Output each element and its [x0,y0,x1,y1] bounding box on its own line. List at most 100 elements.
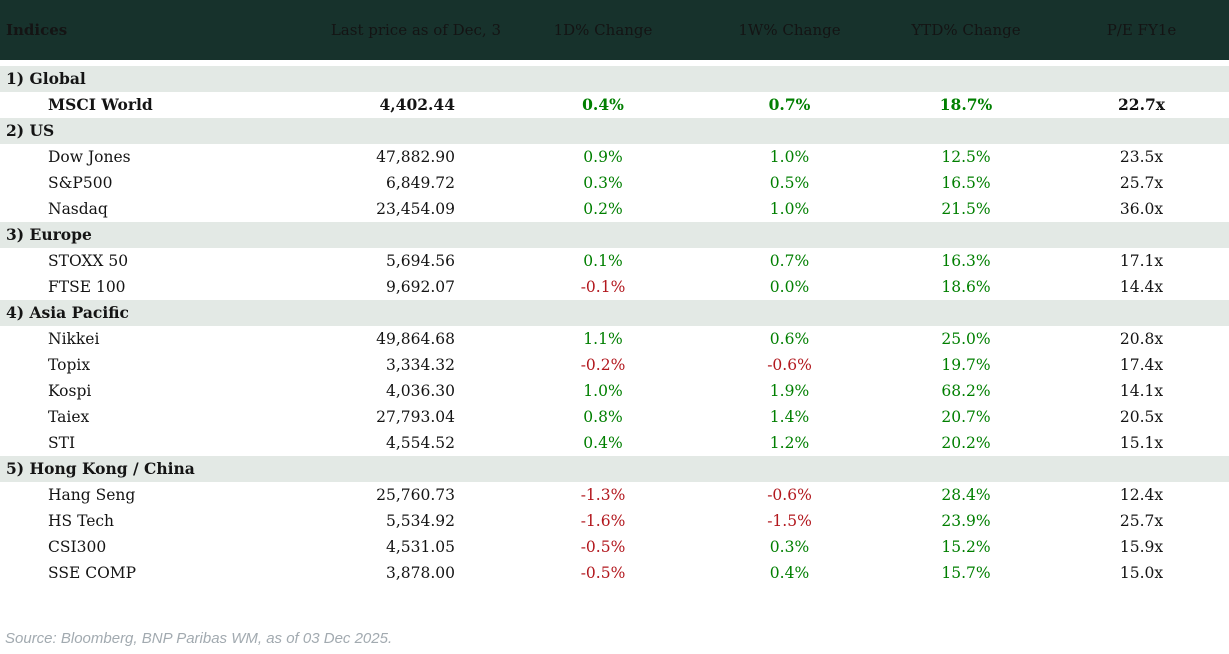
pe-ratio: 20.5x [1119,408,1164,426]
1d-change: 0.8% [583,408,623,426]
index-row: CSI300 4,531.05 -0.5% 0.3% 15.2% 15.9x [0,534,1229,560]
1w-change: 1.4% [769,408,810,426]
col-header-1w-change: 1W% Change [738,21,841,39]
index-name: Hang Seng [48,486,136,504]
table-body: 1) Global MSCI World 4,402.44 0.4% 0.7% 18.7%… [0,66,1229,586]
index-name: SSE COMP [48,564,137,582]
section-label: 2) US [6,121,55,140]
1d-change: 0.3% [583,174,623,192]
1d-change: 0.1% [583,252,623,270]
last-price: 4,531.05 [385,538,455,556]
1d-change: 0.9% [583,148,623,166]
ytd-change: 15.7% [941,564,991,582]
1w-change: -0.6% [767,486,812,504]
last-price: 6,849.72 [385,174,455,192]
1w-change: 1.0% [769,148,810,166]
pe-ratio: 14.1x [1119,382,1164,400]
1w-change: 0.7% [769,252,810,270]
pe-ratio: 15.0x [1119,564,1164,582]
index-row: HS Tech 5,534.92 -1.6% -1.5% 23.9% 25.7x [0,508,1229,534]
last-price: 4,554.52 [385,434,455,452]
last-price: 4,036.30 [385,382,455,400]
ytd-change: 68.2% [941,382,991,400]
pe-ratio: 23.5x [1119,148,1164,166]
1w-change: 0.0% [769,278,810,296]
section-row: 5) Hong Kong / China [0,456,1229,482]
header-divider [0,60,1229,66]
1d-change: -0.2% [580,356,626,374]
last-price: 9,692.07 [385,278,455,296]
1w-change: 0.5% [769,174,810,192]
index-row: MSCI World 4,402.44 0.4% 0.7% 18.7% 22.7x [0,92,1229,118]
1d-change: -0.5% [580,538,626,556]
section-label: 3) Europe [6,225,92,244]
index-name: MSCI World [48,95,153,114]
index-row: Nikkei 49,864.68 1.1% 0.6% 25.0% 20.8x [0,326,1229,352]
index-row: Taiex 27,793.04 0.8% 1.4% 20.7% 20.5x [0,404,1229,430]
ytd-change: 25.0% [941,330,991,348]
last-price: 5,694.56 [385,252,455,270]
1d-change: 0.2% [583,200,623,218]
pe-ratio: 36.0x [1119,200,1164,218]
1d-change: -0.5% [580,564,626,582]
index-name: STOXX 50 [48,252,129,270]
index-name: Nasdaq [48,200,108,218]
last-price: 3,878.00 [385,564,455,582]
ytd-change: 20.7% [941,408,991,426]
index-row: FTSE 100 9,692.07 -0.1% 0.0% 18.6% 14.4x [0,274,1229,300]
index-name: Kospi [48,382,92,400]
1d-change: -1.3% [580,486,626,504]
1d-change: -1.6% [580,512,626,530]
col-header-1d-change: 1D% Change [553,21,653,39]
pe-ratio: 17.4x [1119,356,1164,374]
index-row: SSE COMP 3,878.00 -0.5% 0.4% 15.7% 15.0x [0,560,1229,586]
index-row: Hang Seng 25,760.73 -1.3% -0.6% 28.4% 12.4x [0,482,1229,508]
last-price: 27,793.04 [376,408,455,426]
pe-ratio: 12.4x [1119,486,1164,504]
ytd-change: 28.4% [941,486,991,504]
index-name: FTSE 100 [48,278,126,296]
index-row: S&P500 6,849.72 0.3% 0.5% 16.5% 25.7x [0,170,1229,196]
pe-ratio: 22.7x [1118,95,1165,114]
ytd-change: 16.3% [941,252,991,270]
1w-change: 1.9% [769,382,810,400]
index-row: Topix 3,334.32 -0.2% -0.6% 19.7% 17.4x [0,352,1229,378]
col-header-last-price: Last price as of Dec, 3 [330,21,501,39]
ytd-change: 20.2% [941,434,991,452]
index-row: STOXX 50 5,694.56 0.1% 0.7% 16.3% 17.1x [0,248,1229,274]
index-name: Dow Jones [48,148,131,166]
1d-change: 0.4% [583,434,623,452]
1w-change: 0.7% [768,95,811,114]
1w-change: -1.5% [767,512,812,530]
pe-ratio: 15.9x [1119,538,1164,556]
page-title: Indices [6,21,68,39]
ytd-change: 18.7% [939,95,993,114]
ytd-change: 21.5% [941,200,991,218]
1d-change: 1.1% [583,330,623,348]
section-row: 2) US [0,118,1229,144]
1w-change: 1.0% [769,200,810,218]
1w-change: 0.3% [769,538,810,556]
index-name: Topix [48,356,91,374]
index-name: Taiex [48,408,90,426]
last-price: 23,454.09 [376,200,455,218]
pe-ratio: 17.1x [1119,252,1164,270]
ytd-change: 18.6% [941,278,991,296]
last-price: 25,760.73 [376,486,455,504]
index-row: Nasdaq 23,454.09 0.2% 1.0% 21.5% 36.0x [0,196,1229,222]
1d-change: 0.4% [582,95,624,114]
1w-change: -0.6% [767,356,812,374]
last-price: 5,534.92 [385,512,455,530]
1w-change: 1.2% [769,434,810,452]
ytd-change: 19.7% [941,356,991,374]
last-price: 4,402.44 [379,95,455,114]
index-row: STI 4,554.52 0.4% 1.2% 20.2% 15.1x [0,430,1229,456]
last-price: 47,882.90 [376,148,455,166]
index-row: Dow Jones 47,882.90 0.9% 1.0% 12.5% 23.5x [0,144,1229,170]
pe-ratio: 25.7x [1119,512,1164,530]
1w-change: 0.4% [769,564,810,582]
col-header-pe: P/E FY1e [1106,21,1177,39]
last-price: 3,334.32 [385,356,455,374]
1d-change: 1.0% [583,382,623,400]
pe-ratio: 25.7x [1119,174,1164,192]
